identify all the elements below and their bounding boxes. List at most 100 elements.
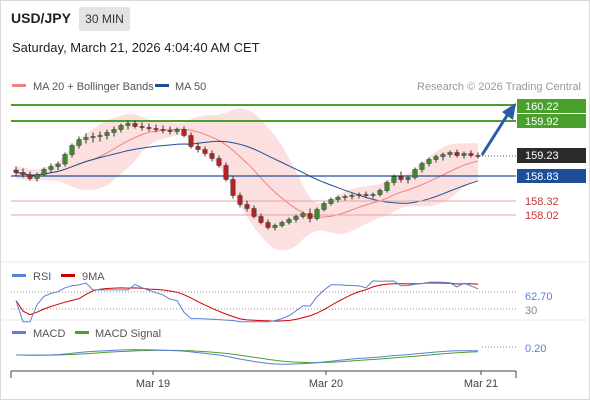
x-label-mar20: Mar 20 (309, 378, 343, 390)
candle-body (188, 135, 194, 147)
candle-body (209, 153, 215, 159)
candle-body (244, 204, 250, 209)
candle-body (41, 169, 47, 175)
rsi-value-label: 62.70 (525, 291, 553, 303)
candle-body (153, 128, 159, 130)
candle-body (146, 127, 152, 129)
datetime-label: Saturday, March 21, 2026 4:04:40 AM CET (12, 40, 260, 55)
macd-legend-swatch (12, 331, 26, 334)
candle-body (335, 197, 341, 200)
price-box-160-22 (517, 99, 586, 113)
rsi-ma-legend-label: 9MA (82, 271, 105, 283)
candle-body (181, 129, 187, 136)
candle-body (174, 129, 180, 132)
ma50-legend-swatch (155, 84, 169, 87)
candle-body (419, 163, 425, 170)
x-label-mar21: Mar 21 (464, 378, 498, 390)
candle-body (405, 177, 411, 180)
candle-body (279, 222, 285, 226)
price-box-158-83 (517, 169, 586, 183)
price-label-158-32: 158.32 (525, 196, 559, 208)
price-label-160-22: 160.22 (525, 101, 559, 113)
rsi-line (15, 280, 479, 323)
candle-body (62, 154, 68, 165)
candle-body (300, 213, 306, 217)
candle-body (447, 152, 453, 155)
candle-body (286, 219, 292, 223)
ma50-legend-label: MA 50 (175, 81, 206, 93)
timeframe-button[interactable]: 30 MIN (79, 7, 130, 31)
candle-body (384, 182, 390, 191)
candle-body (111, 129, 117, 133)
candle-body (412, 169, 418, 178)
candle-body (202, 149, 208, 154)
candle-body (195, 146, 201, 150)
candle-body (104, 132, 110, 136)
candle-body (132, 123, 138, 127)
candle-body (349, 195, 355, 197)
ma20-legend-swatch (12, 84, 26, 87)
rsi-legend-label: RSI (33, 271, 51, 283)
candle-body (293, 216, 299, 220)
candle-body (27, 174, 33, 179)
macd-signal-line (16, 349, 479, 364)
candle-body (272, 225, 278, 228)
candle-body (160, 129, 166, 131)
candle-body (468, 153, 474, 156)
price-box-159-23 (517, 148, 586, 163)
price-label-158-02: 158.02 (525, 210, 559, 222)
candle-body (475, 155, 481, 157)
rsi-value-bg (523, 290, 563, 302)
candle-body (83, 137, 89, 140)
candle-body (55, 163, 61, 167)
candle-body (216, 158, 222, 166)
macd-line (15, 349, 478, 365)
candle-body (342, 196, 348, 198)
forecast-arrow-head (502, 103, 516, 120)
candle-body (139, 126, 145, 128)
candle-body (433, 156, 439, 160)
forecast-arrow-line (480, 113, 510, 156)
candle-body (13, 169, 19, 173)
price-box-159-92 (517, 114, 586, 128)
macd-signal-legend-label: MACD Signal (95, 328, 161, 340)
candles-layer (13, 120, 481, 231)
candle-body (97, 135, 103, 137)
macd-value-label: 0.20 (525, 343, 546, 355)
candle-body (237, 195, 243, 205)
candle-body (125, 123, 131, 126)
credit-label: Research © 2026 Trading Central (417, 81, 581, 93)
rsi-level-30: 30 (525, 305, 537, 317)
candle-body (167, 130, 173, 132)
macd-legend-label: MACD (33, 328, 65, 340)
candle-body (363, 194, 369, 196)
candle-body (48, 166, 54, 170)
candle-body (76, 139, 82, 146)
candle-body (321, 203, 327, 210)
candle-body (391, 176, 397, 183)
rsi-lines (15, 280, 479, 323)
rsi-ma-line (15, 282, 479, 322)
price-label-159-92: 159.92 (525, 116, 559, 128)
candle-body (90, 136, 96, 138)
candle-body (370, 194, 376, 196)
candle-body (34, 174, 40, 179)
rsi-ma-legend-swatch (61, 274, 75, 277)
ma20-legend-label: MA 20 + Bollinger Bands (33, 81, 154, 93)
candle-body (398, 176, 404, 180)
candle-body (426, 159, 432, 164)
candle-body (440, 154, 446, 157)
candle-body (328, 199, 334, 204)
candle-body (307, 213, 313, 219)
candle-body (377, 190, 383, 195)
macd-signal-legend-swatch (75, 331, 89, 334)
rsi-legend-swatch (12, 274, 26, 277)
symbol-title: USD/JPY (11, 10, 71, 26)
candle-body (251, 208, 257, 217)
price-label-158-83: 158.83 (525, 171, 559, 183)
x-label-mar19: Mar 19 (136, 378, 170, 390)
macd-lines (15, 349, 479, 365)
candle-body (69, 145, 75, 155)
candle-body (230, 179, 236, 196)
